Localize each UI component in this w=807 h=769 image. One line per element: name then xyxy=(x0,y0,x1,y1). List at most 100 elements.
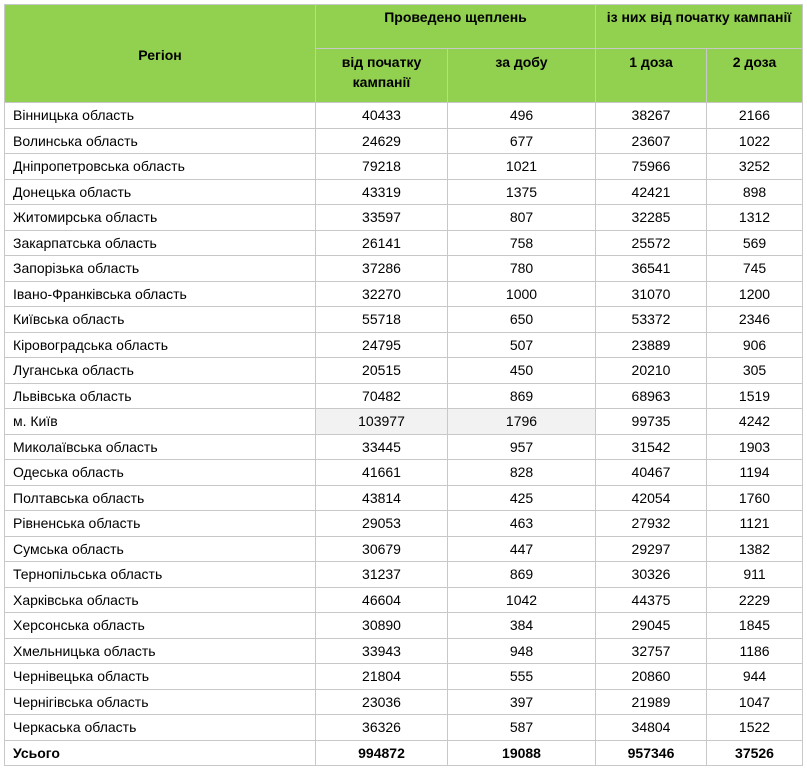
dose-1-cell: 32285 xyxy=(595,204,707,231)
since-start-cell: 43319 xyxy=(315,178,448,205)
dose-1-cell: 957346 xyxy=(595,739,707,766)
per-day-cell: 807 xyxy=(447,204,596,231)
dose-1-cell: 75966 xyxy=(595,153,707,180)
dose-2-cell: 2229 xyxy=(705,586,804,613)
per-day-cell: 869 xyxy=(447,382,596,409)
region-cell: Рівненська область xyxy=(4,510,316,537)
since-start-cell: 43814 xyxy=(315,484,448,511)
header-dose-1: 1 доза xyxy=(595,48,707,103)
per-day-cell: 447 xyxy=(447,535,596,562)
region-cell: Харківська область xyxy=(4,586,316,613)
table-row: Сумська область 30679 447 29297 1382 xyxy=(4,535,804,562)
since-start-cell: 24629 xyxy=(315,127,448,154)
since-start-cell: 26141 xyxy=(315,229,448,256)
region-cell: Закарпатська область xyxy=(4,229,316,256)
since-start-cell: 70482 xyxy=(315,382,448,409)
since-start-cell: 33943 xyxy=(315,637,448,664)
region-cell: Запорізька область xyxy=(4,255,316,282)
since-start-cell: 103977 xyxy=(315,408,448,435)
dose-2-cell: 569 xyxy=(705,229,804,256)
region-cell: Миколаївська область xyxy=(4,433,316,460)
dose-1-cell: 27932 xyxy=(595,510,707,537)
region-cell: Дніпропетровська область xyxy=(4,153,316,180)
dose-1-cell: 23889 xyxy=(595,331,707,358)
per-day-cell: 507 xyxy=(447,331,596,358)
since-start-cell: 24795 xyxy=(315,331,448,358)
per-day-cell: 425 xyxy=(447,484,596,511)
dose-1-cell: 42054 xyxy=(595,484,707,511)
dose-2-cell: 1186 xyxy=(705,637,804,664)
header-per-day: за добу xyxy=(447,48,596,103)
since-start-cell: 36326 xyxy=(315,714,448,741)
table-row: Тернопільська область 31237 869 30326 911 xyxy=(4,561,804,588)
dose-1-cell: 29297 xyxy=(595,535,707,562)
dose-2-cell: 944 xyxy=(705,663,804,690)
since-start-cell: 20515 xyxy=(315,357,448,384)
since-start-cell: 32270 xyxy=(315,280,448,307)
region-cell: Львівська область xyxy=(4,382,316,409)
dose-2-cell: 1760 xyxy=(705,484,804,511)
per-day-cell: 677 xyxy=(447,127,596,154)
dose-1-cell: 31542 xyxy=(595,433,707,460)
region-cell: Херсонська область xyxy=(4,612,316,639)
table-row: Кіровоградська область 24795 507 23889 906 xyxy=(4,331,804,358)
dose-2-cell: 1519 xyxy=(705,382,804,409)
total-row: Усього 994872 19088 957346 37526 xyxy=(4,739,804,766)
per-day-cell: 957 xyxy=(447,433,596,460)
since-start-cell: 46604 xyxy=(315,586,448,613)
dose-1-cell: 20210 xyxy=(595,357,707,384)
dose-2-cell: 4242 xyxy=(705,408,804,435)
dose-2-cell: 745 xyxy=(705,255,804,282)
dose-2-cell: 1522 xyxy=(705,714,804,741)
header-of-which-since-start: із них від початку кампанії xyxy=(594,4,804,49)
table-row: Херсонська область 30890 384 29045 1845 xyxy=(4,612,804,639)
per-day-cell: 650 xyxy=(447,306,596,333)
dose-2-cell: 305 xyxy=(705,357,804,384)
per-day-cell: 587 xyxy=(447,714,596,741)
dose-1-cell: 25572 xyxy=(595,229,707,256)
dose-2-cell: 37526 xyxy=(705,739,804,766)
table-row: Черкаська область 36326 587 34804 1522 xyxy=(4,714,804,741)
dose-1-cell: 31070 xyxy=(595,280,707,307)
region-cell: Донецька область xyxy=(4,178,316,205)
dose-2-cell: 906 xyxy=(705,331,804,358)
per-day-cell: 1000 xyxy=(447,280,596,307)
region-cell: Полтавська область xyxy=(4,484,316,511)
since-start-cell: 41661 xyxy=(315,459,448,486)
dose-2-cell: 1121 xyxy=(705,510,804,537)
dose-1-cell: 38267 xyxy=(595,102,707,129)
dose-1-cell: 20860 xyxy=(595,663,707,690)
per-day-cell: 450 xyxy=(447,357,596,384)
since-start-cell: 33597 xyxy=(315,204,448,231)
region-cell: Кіровоградська область xyxy=(4,331,316,358)
header-since-start: від початку кампанії xyxy=(315,48,448,103)
table-row: Одеська область 41661 828 40467 1194 xyxy=(4,459,804,486)
per-day-cell: 780 xyxy=(447,255,596,282)
header-dose-2: 2 доза xyxy=(705,48,804,103)
region-cell: Тернопільська область xyxy=(4,561,316,588)
per-day-cell: 555 xyxy=(447,663,596,690)
table-row: Миколаївська область 33445 957 31542 1903 xyxy=(4,433,804,460)
since-start-cell: 30679 xyxy=(315,535,448,562)
dose-2-cell: 1047 xyxy=(705,688,804,715)
table-row: Донецька область 43319 1375 42421 898 xyxy=(4,178,804,205)
dose-1-cell: 44375 xyxy=(595,586,707,613)
dose-1-cell: 21989 xyxy=(595,688,707,715)
table-row: Житомирська область 33597 807 32285 1312 xyxy=(4,204,804,231)
table-row: Вінницька область 40433 496 38267 2166 xyxy=(4,102,804,129)
table-row: Луганська область 20515 450 20210 305 xyxy=(4,357,804,384)
per-day-cell: 1021 xyxy=(447,153,596,180)
region-cell: Сумська область xyxy=(4,535,316,562)
per-day-cell: 1796 xyxy=(447,408,596,435)
dose-2-cell: 1382 xyxy=(705,535,804,562)
since-start-cell: 21804 xyxy=(315,663,448,690)
region-cell: Луганська область xyxy=(4,357,316,384)
region-cell: Житомирська область xyxy=(4,204,316,231)
dose-1-cell: 53372 xyxy=(595,306,707,333)
table-row: Чернівецька область 21804 555 20860 944 xyxy=(4,663,804,690)
dose-2-cell: 1845 xyxy=(705,612,804,639)
region-cell: м. Київ xyxy=(4,408,316,435)
dose-2-cell: 911 xyxy=(705,561,804,588)
region-cell: Усього xyxy=(4,739,316,766)
since-start-cell: 79218 xyxy=(315,153,448,180)
